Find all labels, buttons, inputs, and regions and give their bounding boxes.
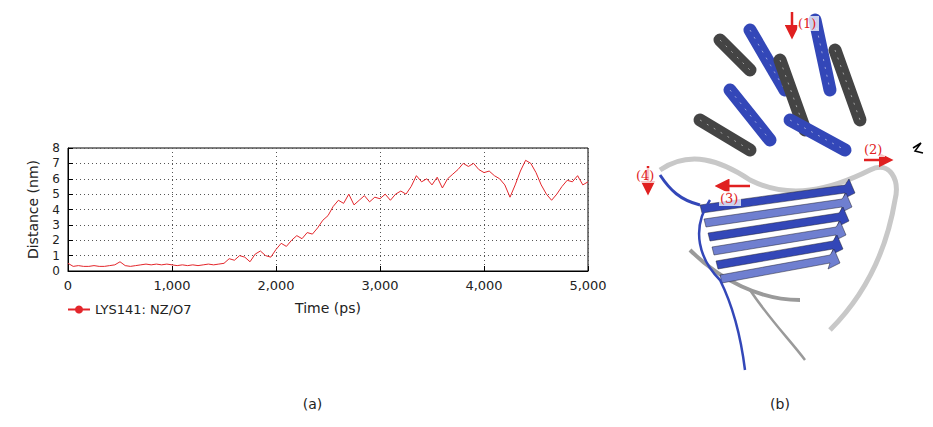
svg-text:5,000: 5,000	[569, 278, 606, 293]
svg-text:2,000: 2,000	[257, 278, 294, 293]
svg-text:6: 6	[52, 172, 60, 186]
svg-text:0: 0	[64, 278, 72, 293]
svg-text:(4): (4)	[636, 168, 654, 183]
html-text:(a): (a)	[302, 396, 323, 412]
svg-text:5: 5	[52, 187, 60, 201]
svg-text:Distance (nm): Distance (nm)	[25, 160, 41, 259]
svg-text:(2): (2)	[864, 142, 882, 157]
svg-text:7: 7	[52, 156, 60, 170]
svg-text:3: 3	[52, 218, 60, 232]
svg-text:4,000: 4,000	[465, 278, 502, 293]
svg-text:0: 0	[52, 264, 60, 278]
svg-text:1,000: 1,000	[153, 278, 190, 293]
svg-text:8: 8	[52, 141, 60, 155]
svg-text:LYS141: NZ/O7: LYS141: NZ/O7	[95, 302, 192, 317]
html-text:(b): (b)	[770, 396, 790, 412]
svg-text:3,000: 3,000	[361, 278, 398, 293]
svg-text:2: 2	[52, 233, 60, 247]
svg-text:(3): (3)	[720, 191, 738, 206]
svg-text:1: 1	[52, 249, 60, 263]
svg-text:4: 4	[52, 203, 60, 217]
svg-text:Time (ps): Time (ps)	[294, 300, 361, 316]
svg-text:(1): (1)	[798, 16, 816, 31]
